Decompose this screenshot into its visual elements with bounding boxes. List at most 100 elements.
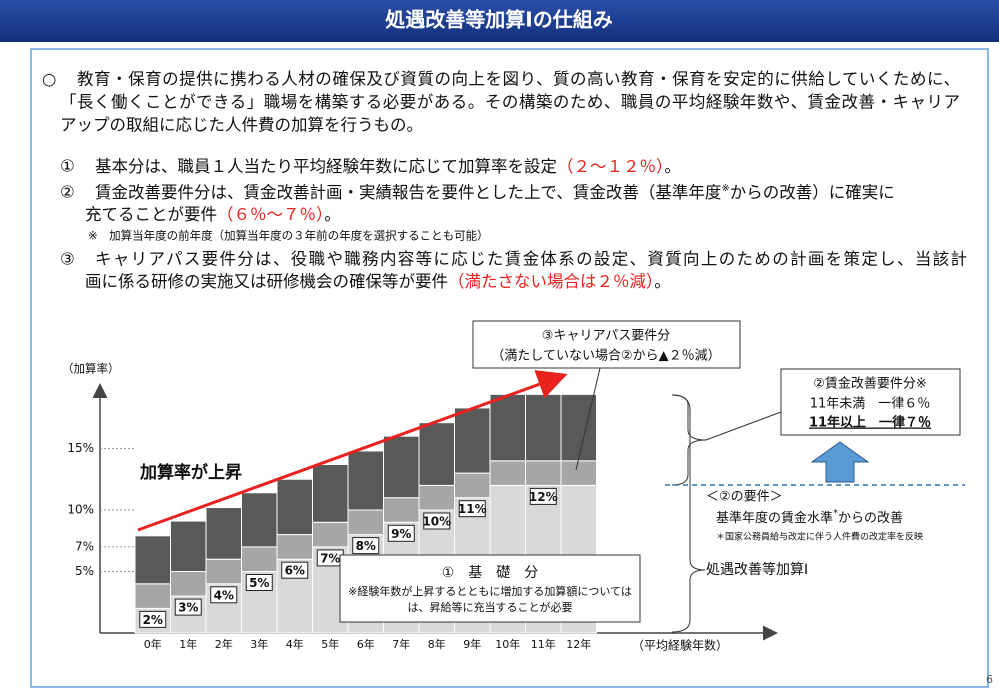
item-marker: ① — [60, 157, 75, 176]
wage-pointer — [705, 411, 782, 441]
value-label: 8% — [356, 539, 376, 553]
base-box-note: ※経験年数が上昇するとともに増加する加算額については — [348, 584, 632, 598]
wage-box-title: ②賃金改善要件分※ — [813, 376, 927, 392]
value-label-box — [387, 524, 415, 542]
career-box-note: （満たしていない場合②から▲２％減） — [491, 348, 720, 364]
item-text: からの改善）に確実に — [730, 183, 895, 202]
value-label-box — [139, 610, 167, 628]
value-label: 7% — [320, 551, 340, 565]
item-text: 基本分は、職員１人当たり平均経験年数に応じて加算率を設定 — [95, 157, 557, 176]
value-label-box — [174, 598, 202, 616]
item-marker: ③ — [60, 250, 75, 269]
x-axis-label: （平均経験年数） — [632, 638, 728, 653]
y-tick-label: 7% — [75, 539, 94, 553]
item-note: ※ 加算当年度の前年度（加算当年度の３年前の年度を選択することも可能） — [88, 229, 489, 243]
item-text: 。 — [664, 157, 681, 176]
item-text: 。 — [654, 272, 671, 291]
requirement-part: 基準年度の賃金水準 — [716, 510, 833, 526]
value-label-box — [281, 561, 309, 579]
wage-box-line: 11年未満 一律６％ — [810, 397, 931, 412]
item-text: 賃金改善要件分は、賃金改善計画・実績報告を要件とした上で、賃金改善（基準年度 — [95, 183, 721, 202]
bar-segment — [205, 507, 242, 560]
bar-segment — [241, 492, 278, 548]
bar-segment — [383, 497, 420, 523]
item-sup: ※ — [721, 183, 729, 194]
value-label: 4% — [214, 588, 234, 602]
value-label: 12% — [529, 490, 558, 504]
x-tick-label: 6年 — [357, 637, 375, 651]
value-label-box — [210, 586, 238, 604]
item-highlight: （満たさない場合は２％減） — [448, 272, 654, 291]
bar-segment — [312, 521, 349, 548]
value-label-box — [352, 537, 380, 555]
bar-segment — [134, 535, 171, 585]
bar-segment — [560, 460, 597, 486]
wage-brace — [671, 394, 707, 486]
bar-segment — [525, 393, 562, 462]
value-label: 6% — [285, 564, 305, 578]
x-tick-label: 11年 — [531, 637, 556, 651]
intro-line: 教育・保育の提供に携わる人材の確保及び資質の向上を図り、質の高い教育・保育を安定… — [77, 70, 960, 89]
x-tick-label: 1年 — [179, 637, 197, 651]
career-box-title: ③キャリアパス要件分 — [542, 329, 670, 344]
x-tick-label: 12年 — [566, 637, 591, 651]
career-box — [472, 320, 741, 369]
item-text: 画に係る研修の実施又は研修機会の確保等が要件 — [85, 272, 448, 291]
x-tick-label: 4年 — [286, 637, 304, 651]
bar-segment — [489, 460, 526, 486]
x-tick-label: 5年 — [321, 637, 339, 651]
bar-segment — [383, 435, 420, 499]
value-label-box — [529, 487, 557, 505]
bar-segment — [418, 422, 455, 486]
trend-label: 加算率が上昇 — [139, 462, 242, 483]
value-label-box — [245, 574, 273, 591]
value-label: 9% — [391, 527, 411, 541]
wage-box-line: 11年以上 一律７％ — [809, 415, 931, 431]
requirement-sup: * — [833, 508, 838, 519]
y-axis-label: （加算率） — [62, 362, 120, 376]
bar-segment — [170, 571, 207, 597]
content-frame — [30, 48, 989, 688]
item-line: 画に係る研修の実施又は研修機会の確保等が要件（満たさない場合は２％減）。 — [85, 272, 671, 291]
bar-segment — [489, 393, 526, 462]
career-pointer — [575, 367, 601, 471]
item-marker: ② — [60, 183, 75, 202]
value-label: 3% — [178, 601, 198, 615]
bar-segment — [418, 484, 455, 511]
item-line: 賃金改善要件分は、賃金改善計画・実績報告を要件とした上で、賃金改善（基準年度※か… — [95, 183, 895, 202]
page-number: 6 — [986, 673, 993, 686]
bar-segment — [241, 546, 278, 573]
x-tick-label: 8年 — [428, 637, 446, 651]
base-box-note: は、昇給等に充当することが必要 — [408, 600, 573, 614]
item-line: 充てることが要件（６％～７％）。 — [85, 205, 341, 224]
bar-segment — [525, 460, 562, 486]
intro-line: アップの取組に応じた人件費の加算を行うもの。 — [60, 116, 423, 135]
requirement-note: ＊国家公務員給与改定に伴う人件費の改定率を反映 — [716, 531, 923, 543]
bar-segment — [454, 407, 491, 474]
y-tick-label: 10% — [67, 503, 94, 517]
header-bar — [0, 0, 999, 42]
title: 処遇改善等加算Ⅰの仕組み — [385, 8, 612, 32]
value-label-box — [458, 500, 486, 518]
bar-segment — [276, 534, 313, 560]
total-brace — [671, 394, 706, 633]
item-highlight: （６％～７％） — [217, 205, 324, 224]
requirement-text: 基準年度の賃金水準*からの改善 — [716, 508, 903, 526]
item-text: 充てることが要件 — [85, 205, 217, 224]
item-text: 。 — [324, 205, 341, 224]
x-tick-label: 7年 — [392, 637, 410, 651]
up-arrow — [810, 441, 870, 483]
intro-line: 「長く働くことができる」職場を構築する必要がある。その構築のため、職員の平均経験… — [60, 93, 960, 112]
x-tick-label: 3年 — [250, 637, 268, 651]
y-tick-label: 5% — [75, 564, 94, 578]
bracket-label: 処遇改善等加算Ⅰ — [706, 561, 808, 578]
bar-segment — [312, 463, 349, 523]
wage-box — [780, 368, 961, 436]
base-box — [339, 554, 641, 623]
value-label: 5% — [249, 576, 269, 590]
x-tick-label: 9年 — [463, 637, 481, 651]
item-line: キャリアパス要件分は、役職や職務内容等に応じた賃金体系の設定、資質向上のための計… — [95, 250, 967, 269]
y-tick-label: 15% — [67, 441, 94, 455]
requirement-title: ＜②の要件＞ — [706, 490, 783, 505]
